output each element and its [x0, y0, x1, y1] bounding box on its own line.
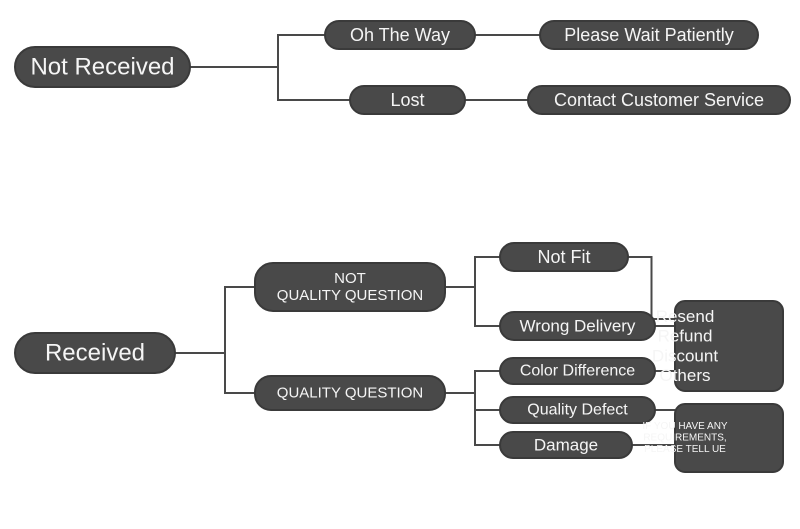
node-quality: QUALITY QUESTION [255, 376, 445, 410]
node-requirements_box: IF YOU HAVE ANYREQUIREMENTS,PLEASE TELL … [642, 404, 783, 472]
node-quality_defect: Quality Defect [500, 397, 655, 423]
edge-not_received-on_the_way [190, 35, 325, 67]
node-damage-label: Damage [534, 436, 598, 455]
node-not_received-label: Not Received [30, 54, 174, 81]
edge-not_received-lost [190, 67, 350, 100]
edge-quality-quality_defect [445, 393, 500, 410]
node-quality_defect-label: Quality Defect [527, 402, 628, 419]
node-resend_box-label: Refund [658, 327, 713, 346]
edge-not_quality-wrong_delivery [445, 287, 500, 326]
node-lost-label: Lost [390, 90, 424, 110]
node-color_diff: Color Difference [500, 358, 655, 384]
node-requirements_box-label: REQUIREMENTS, [643, 433, 726, 444]
node-received: Received [15, 333, 175, 373]
node-resend_box-label: Resend [656, 307, 715, 326]
node-resend_box-label: Discount [652, 346, 718, 365]
node-lost: Lost [350, 86, 465, 114]
node-not_quality: NOTQUALITY QUESTION [255, 263, 445, 311]
node-contact_service: Contact Customer Service [528, 86, 790, 114]
edge-received-quality [175, 353, 255, 393]
node-resend_box-label: Others [659, 366, 710, 385]
node-resend_box: ResendRefundDiscountOthers [652, 301, 783, 391]
edge-quality-damage [445, 393, 500, 445]
node-color_diff-label: Color Difference [520, 363, 635, 380]
node-damage: Damage [500, 432, 632, 458]
node-not_quality-label: QUALITY QUESTION [277, 287, 423, 304]
node-quality-label: QUALITY QUESTION [277, 385, 423, 402]
node-not_received: Not Received [15, 47, 190, 87]
flowchart-canvas: Not Received Oh The Way Lost Please Wait Pa… [0, 0, 800, 529]
node-not_fit: Not Fit [500, 243, 628, 271]
node-wrong_delivery: Wrong Delivery [500, 312, 655, 340]
edge-received-not_quality [175, 287, 255, 353]
node-not_fit-label: Not Fit [537, 247, 590, 267]
nodes-layer: Not Received Oh The Way Lost Please Wait Pa… [15, 21, 790, 472]
node-on_the_way: Oh The Way [325, 21, 475, 49]
node-on_the_way-label: Oh The Way [350, 25, 450, 45]
node-contact_service-label: Contact Customer Service [554, 90, 764, 110]
node-wrong_delivery-label: Wrong Delivery [520, 317, 636, 336]
node-not_quality-label: NOT [334, 270, 366, 287]
node-wait_patiently-label: Please Wait Patiently [564, 25, 733, 45]
node-requirements_box-label: IF YOU HAVE ANY [642, 421, 728, 432]
node-received-label: Received [45, 340, 145, 367]
edge-quality-color_diff [445, 371, 500, 393]
edge-not_quality-not_fit [445, 257, 500, 287]
node-wait_patiently: Please Wait Patiently [540, 21, 758, 49]
node-requirements_box-label: PLEASE TELL UE [644, 444, 726, 455]
